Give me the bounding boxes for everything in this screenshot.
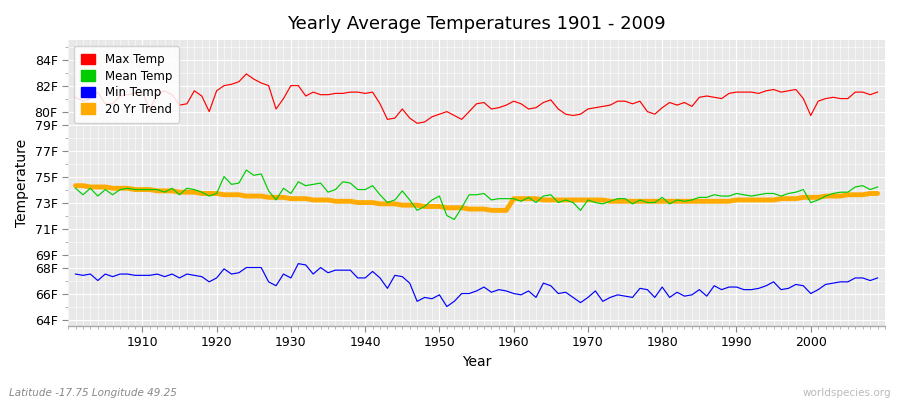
X-axis label: Year: Year bbox=[462, 355, 491, 369]
Text: Latitude -17.75 Longitude 49.25: Latitude -17.75 Longitude 49.25 bbox=[9, 388, 177, 398]
Text: worldspecies.org: worldspecies.org bbox=[803, 388, 891, 398]
Legend: Max Temp, Mean Temp, Min Temp, 20 Yr Trend: Max Temp, Mean Temp, Min Temp, 20 Yr Tre… bbox=[74, 46, 179, 123]
Y-axis label: Temperature: Temperature bbox=[15, 139, 29, 227]
Title: Yearly Average Temperatures 1901 - 2009: Yearly Average Temperatures 1901 - 2009 bbox=[287, 15, 666, 33]
